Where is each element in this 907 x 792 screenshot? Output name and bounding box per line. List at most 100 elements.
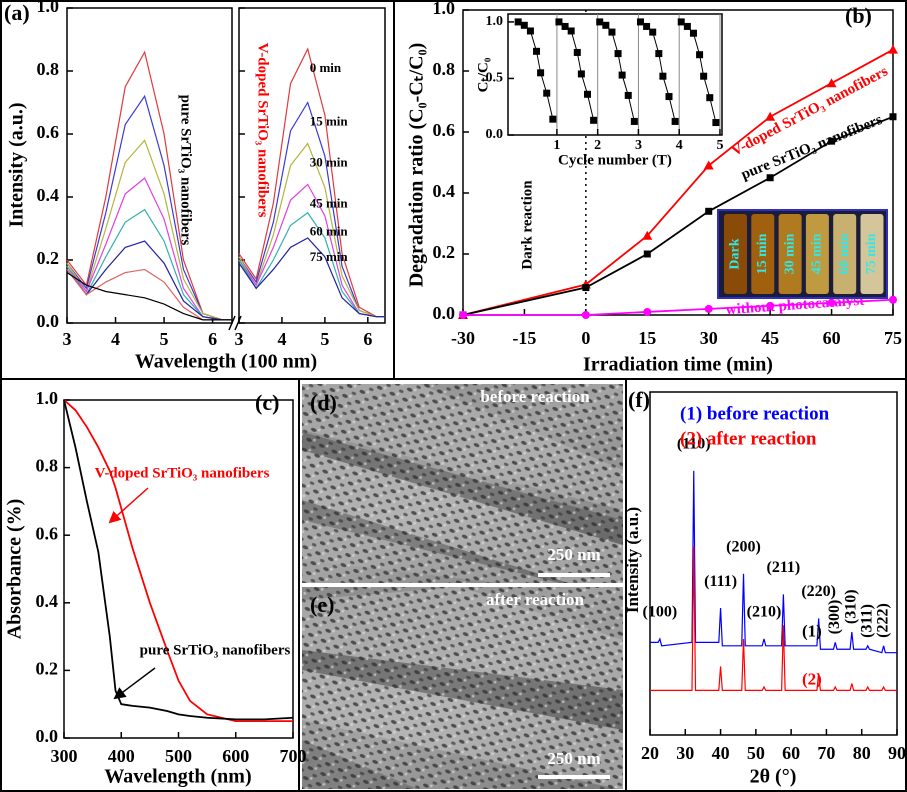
y-tick-label: 1.0 [37,0,60,16]
series-label: 75 min [310,249,349,264]
sem-image [302,587,623,789]
data-point [526,27,534,35]
data-point [643,307,652,316]
series-label: (2) [802,669,822,688]
data-point [826,78,837,88]
data-point [689,29,697,37]
series-line [238,142,385,318]
series-label: V-doped SrTiO₃ nanofibers [95,465,270,481]
x-tick-label: 5 [160,329,169,349]
axis-title: Intensity (a.u.) [623,507,642,613]
x-tick-label: 3 [63,329,72,349]
x-tick-label: 60 [823,328,841,348]
x-tick-label: 60 [782,743,800,763]
y-tick-label: 0.6 [36,523,59,543]
x-tick-label: 500 [165,746,192,766]
y-tick-label: 0.2 [433,242,456,262]
data-point [889,113,897,121]
x-tick-label: 30 [700,328,718,348]
panel-label: (b) [845,3,872,28]
y-tick-label: 0.0 [36,726,59,746]
data-point [696,51,704,59]
x-tick-label: 4 [111,329,120,349]
axis-title: 2θ (°) [750,766,797,788]
x-tick-label: 5 [716,138,723,153]
y-tick-label: 1.0 [36,388,59,408]
peak-label: (222) [874,603,891,638]
x-tick-label: 300 [51,746,78,766]
data-point [567,27,575,35]
axis-title: Cₜ/C₀ [475,57,491,92]
data-point [700,72,708,80]
series-line [66,272,232,321]
x-tick-label: -15 [512,328,536,348]
y-tick-label: 0.0 [486,127,504,142]
data-point [828,137,836,145]
series-line [66,240,232,321]
data-point [655,50,663,58]
data-point [549,115,557,123]
x-tick-label: 70 [817,743,835,763]
x-tick-label: 6 [208,329,217,349]
vial [860,214,884,294]
x-tick-label: 40 [712,743,730,763]
axis-title: Wavelength (nm) [104,766,251,788]
vial [805,214,829,294]
plot-frame [649,391,898,736]
axis-title: Degradation ratio (C₀-Cₜ/C₀) [406,43,428,288]
data-point [827,298,836,307]
data-point [889,295,897,304]
sem-image [302,384,623,583]
photo-label: Dark [728,238,743,269]
y-tick-label: 0.5 [486,71,504,86]
series-label: 30 min [310,154,349,169]
x-tick-label: 1 [553,138,560,153]
x-tick-label: 90 [888,743,906,763]
axis-title: Absorbance (%) [4,499,26,640]
panel-title: pure SrTiO₃ nanofibers [178,95,194,246]
data-point [643,250,651,258]
y-tick-label: 0.0 [433,303,456,323]
series-label: (1) [802,621,822,640]
peak-label: (210) [747,604,782,621]
annotation-arrow [108,487,149,524]
data-point [706,94,714,102]
data-point [671,117,679,125]
plot-frame [238,7,386,324]
image-caption: before reaction [480,387,590,406]
x-tick-label: 45 [761,328,779,348]
y-tick-label: 1.0 [433,0,456,18]
x-tick-label: 4 [676,138,683,153]
x-tick-label: 80 [853,743,871,763]
series-line [238,237,385,318]
data-point [543,89,551,97]
y-tick-label: 0.4 [433,181,456,201]
series-line [650,470,897,654]
data-point [766,301,775,310]
y-tick-label: 0.6 [37,122,60,142]
series-label: 15 min [310,113,349,128]
data-point [766,174,774,182]
peak-label: (311) [858,604,875,638]
peak-label: (220) [801,583,836,600]
peak-label: (111) [704,573,737,590]
data-point [608,28,616,36]
data-point [459,311,467,319]
legend-label: (1) before reaction [680,403,830,424]
annotation-arrow [113,667,156,700]
plot-frame [462,9,894,316]
peak-label: (110) [677,436,711,453]
photo-label: 15 min [755,233,770,274]
data-point [659,72,667,80]
data-point [590,116,598,124]
x-tick-label: 600 [222,746,249,766]
peak-label: (310) [843,589,860,624]
data-point [636,18,644,26]
photo-label: 75 min [864,233,879,274]
panel-label: (c) [255,390,279,415]
data-point [533,47,541,55]
y-tick-label: 0.6 [433,120,456,140]
x-tick-label: 0 [581,328,590,348]
x-tick-label: -30 [451,328,475,348]
